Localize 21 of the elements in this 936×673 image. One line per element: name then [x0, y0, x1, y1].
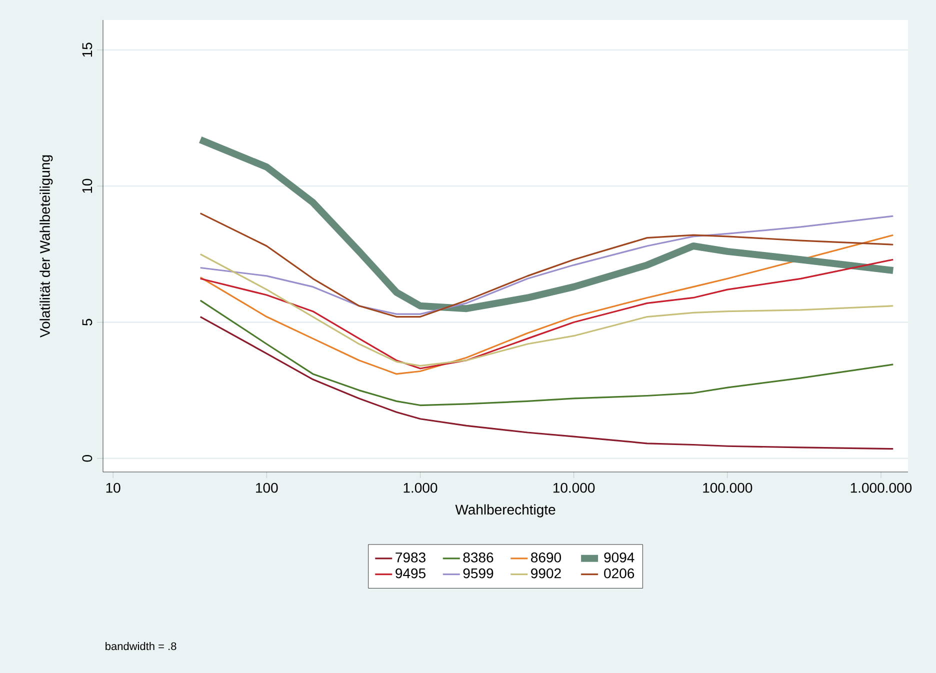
x-tick-label: 10.000 — [553, 482, 595, 493]
x-tick-label: 100.000 — [703, 482, 752, 493]
text: bandwidth = .8 — [106, 642, 176, 650]
x-axis-title: Wahlberechtigte — [455, 504, 556, 518]
y-tick-label: 10 — [82, 178, 92, 193]
y-tick-label: 15 — [82, 42, 92, 57]
x-tick-label: 100 — [256, 482, 278, 493]
x-tick-label: 1.000.000 — [850, 482, 912, 493]
legend-label: 8386 — [463, 552, 494, 562]
legend-label: 0206 — [604, 568, 634, 578]
legend-label: 9599 — [463, 568, 494, 578]
legend-label: 9094 — [604, 552, 634, 562]
x-tick-label: 1.000 — [404, 482, 438, 493]
y-tick-label: 0 — [82, 455, 92, 462]
y-axis-title: Volatilität der Wahlbeteiligung — [40, 155, 53, 338]
y-tick-label: 5 — [82, 318, 92, 326]
legend-label: 8690 — [531, 552, 561, 562]
x-tick-label: 10 — [106, 482, 120, 493]
legend-label: 9902 — [531, 568, 561, 578]
legend-label: 7983 — [396, 552, 426, 562]
legend-label: 9495 — [396, 568, 426, 578]
